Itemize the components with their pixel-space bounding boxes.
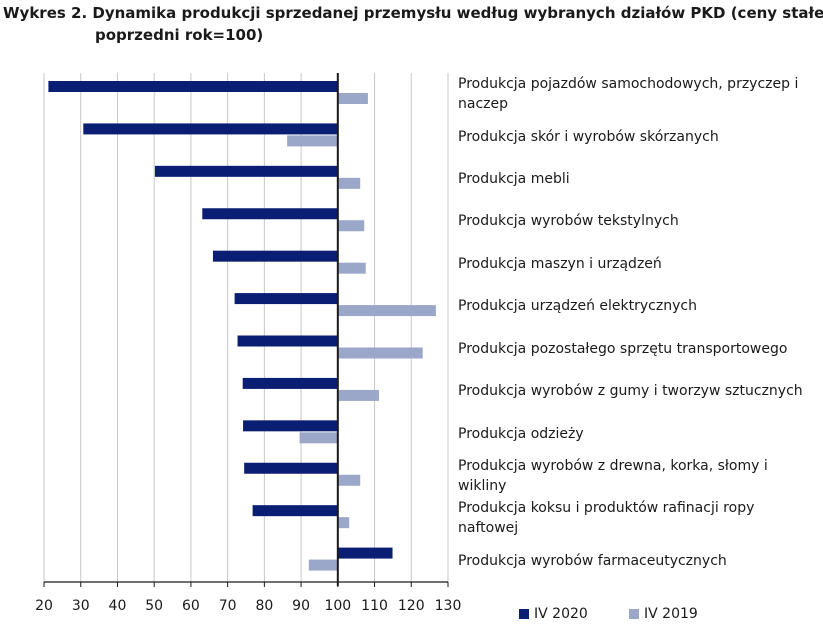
chart-title-line2: poprzedni rok=100) xyxy=(95,26,264,44)
x-tick-label: 20 xyxy=(35,598,53,614)
legend-swatch-2019 xyxy=(629,609,639,619)
bar-2020 xyxy=(154,165,338,177)
category-label: Produkcja odzieży xyxy=(458,425,584,442)
category-label: Produkcja wyrobów z drewna, korka, słomy… xyxy=(458,457,768,494)
x-tick-label: 80 xyxy=(255,598,273,614)
bar-2020 xyxy=(234,293,338,305)
category-label: Produkcja pozostałego sprzętu transporto… xyxy=(458,340,788,357)
bar-2020 xyxy=(212,250,338,262)
category-label: Produkcja koksu i produktów rafinacji ro… xyxy=(458,500,755,537)
x-tick-label: 70 xyxy=(219,598,237,614)
bar-2020 xyxy=(242,377,338,389)
category-label: Produkcja maszyn i urządzeń xyxy=(458,255,662,272)
category-label: Produkcja skór i wyrobów skórzanych xyxy=(458,128,719,145)
bar-2019 xyxy=(337,93,368,104)
chart-title-line1: Wykres 2. Dynamika produkcji sprzedanej … xyxy=(3,4,823,22)
x-tick-label: 110 xyxy=(361,598,388,614)
bar-2020 xyxy=(83,123,338,135)
legend-item-2020: IV 2020 xyxy=(519,606,588,622)
x-tick-label: 90 xyxy=(292,598,310,614)
bar-2020 xyxy=(48,81,338,92)
bar-2020 xyxy=(237,335,338,347)
bar-2020 xyxy=(337,547,393,559)
category-label: Produkcja wyrobów tekstylnych xyxy=(458,213,679,230)
bar-2019 xyxy=(337,220,365,232)
bar-2019 xyxy=(337,305,436,317)
bar-2019 xyxy=(337,389,379,401)
bar-2019 xyxy=(308,559,338,571)
bar-2019 xyxy=(337,474,361,486)
bar-2019 xyxy=(337,262,366,274)
legend-label-2020: IV 2020 xyxy=(534,606,588,622)
category-label: Produkcja mebli xyxy=(458,171,570,188)
bar-2019 xyxy=(287,135,338,147)
legend-swatch-2020 xyxy=(519,609,529,619)
bar-2019 xyxy=(299,432,338,444)
category-label: Produkcja pojazdów samochodowych, przycz… xyxy=(458,76,799,113)
bar-2019 xyxy=(337,177,361,189)
x-tick-label: 100 xyxy=(324,598,351,614)
bar-2020 xyxy=(243,420,338,432)
category-label: Produkcja wyrobów z gumy i tworzyw sztuc… xyxy=(458,383,803,400)
bar-2020 xyxy=(252,505,338,517)
category-label: Produkcja urządzeń elektrycznych xyxy=(458,298,697,315)
bar-2019 xyxy=(337,517,350,529)
legend-label-2019: IV 2019 xyxy=(644,606,698,622)
bar-2020 xyxy=(202,208,338,220)
bar-2020 xyxy=(244,462,338,474)
x-tick-label: 60 xyxy=(182,598,200,614)
bar-2019 xyxy=(337,347,423,359)
x-tick-label: 40 xyxy=(109,598,127,614)
x-tick-label: 50 xyxy=(145,598,163,614)
x-tick-label: 120 xyxy=(398,598,425,614)
x-tick-label: 130 xyxy=(435,598,462,614)
legend-item-2019: IV 2019 xyxy=(629,606,698,622)
x-tick-label: 30 xyxy=(72,598,90,614)
category-label: Produkcja wyrobów farmaceutycznych xyxy=(458,552,727,569)
